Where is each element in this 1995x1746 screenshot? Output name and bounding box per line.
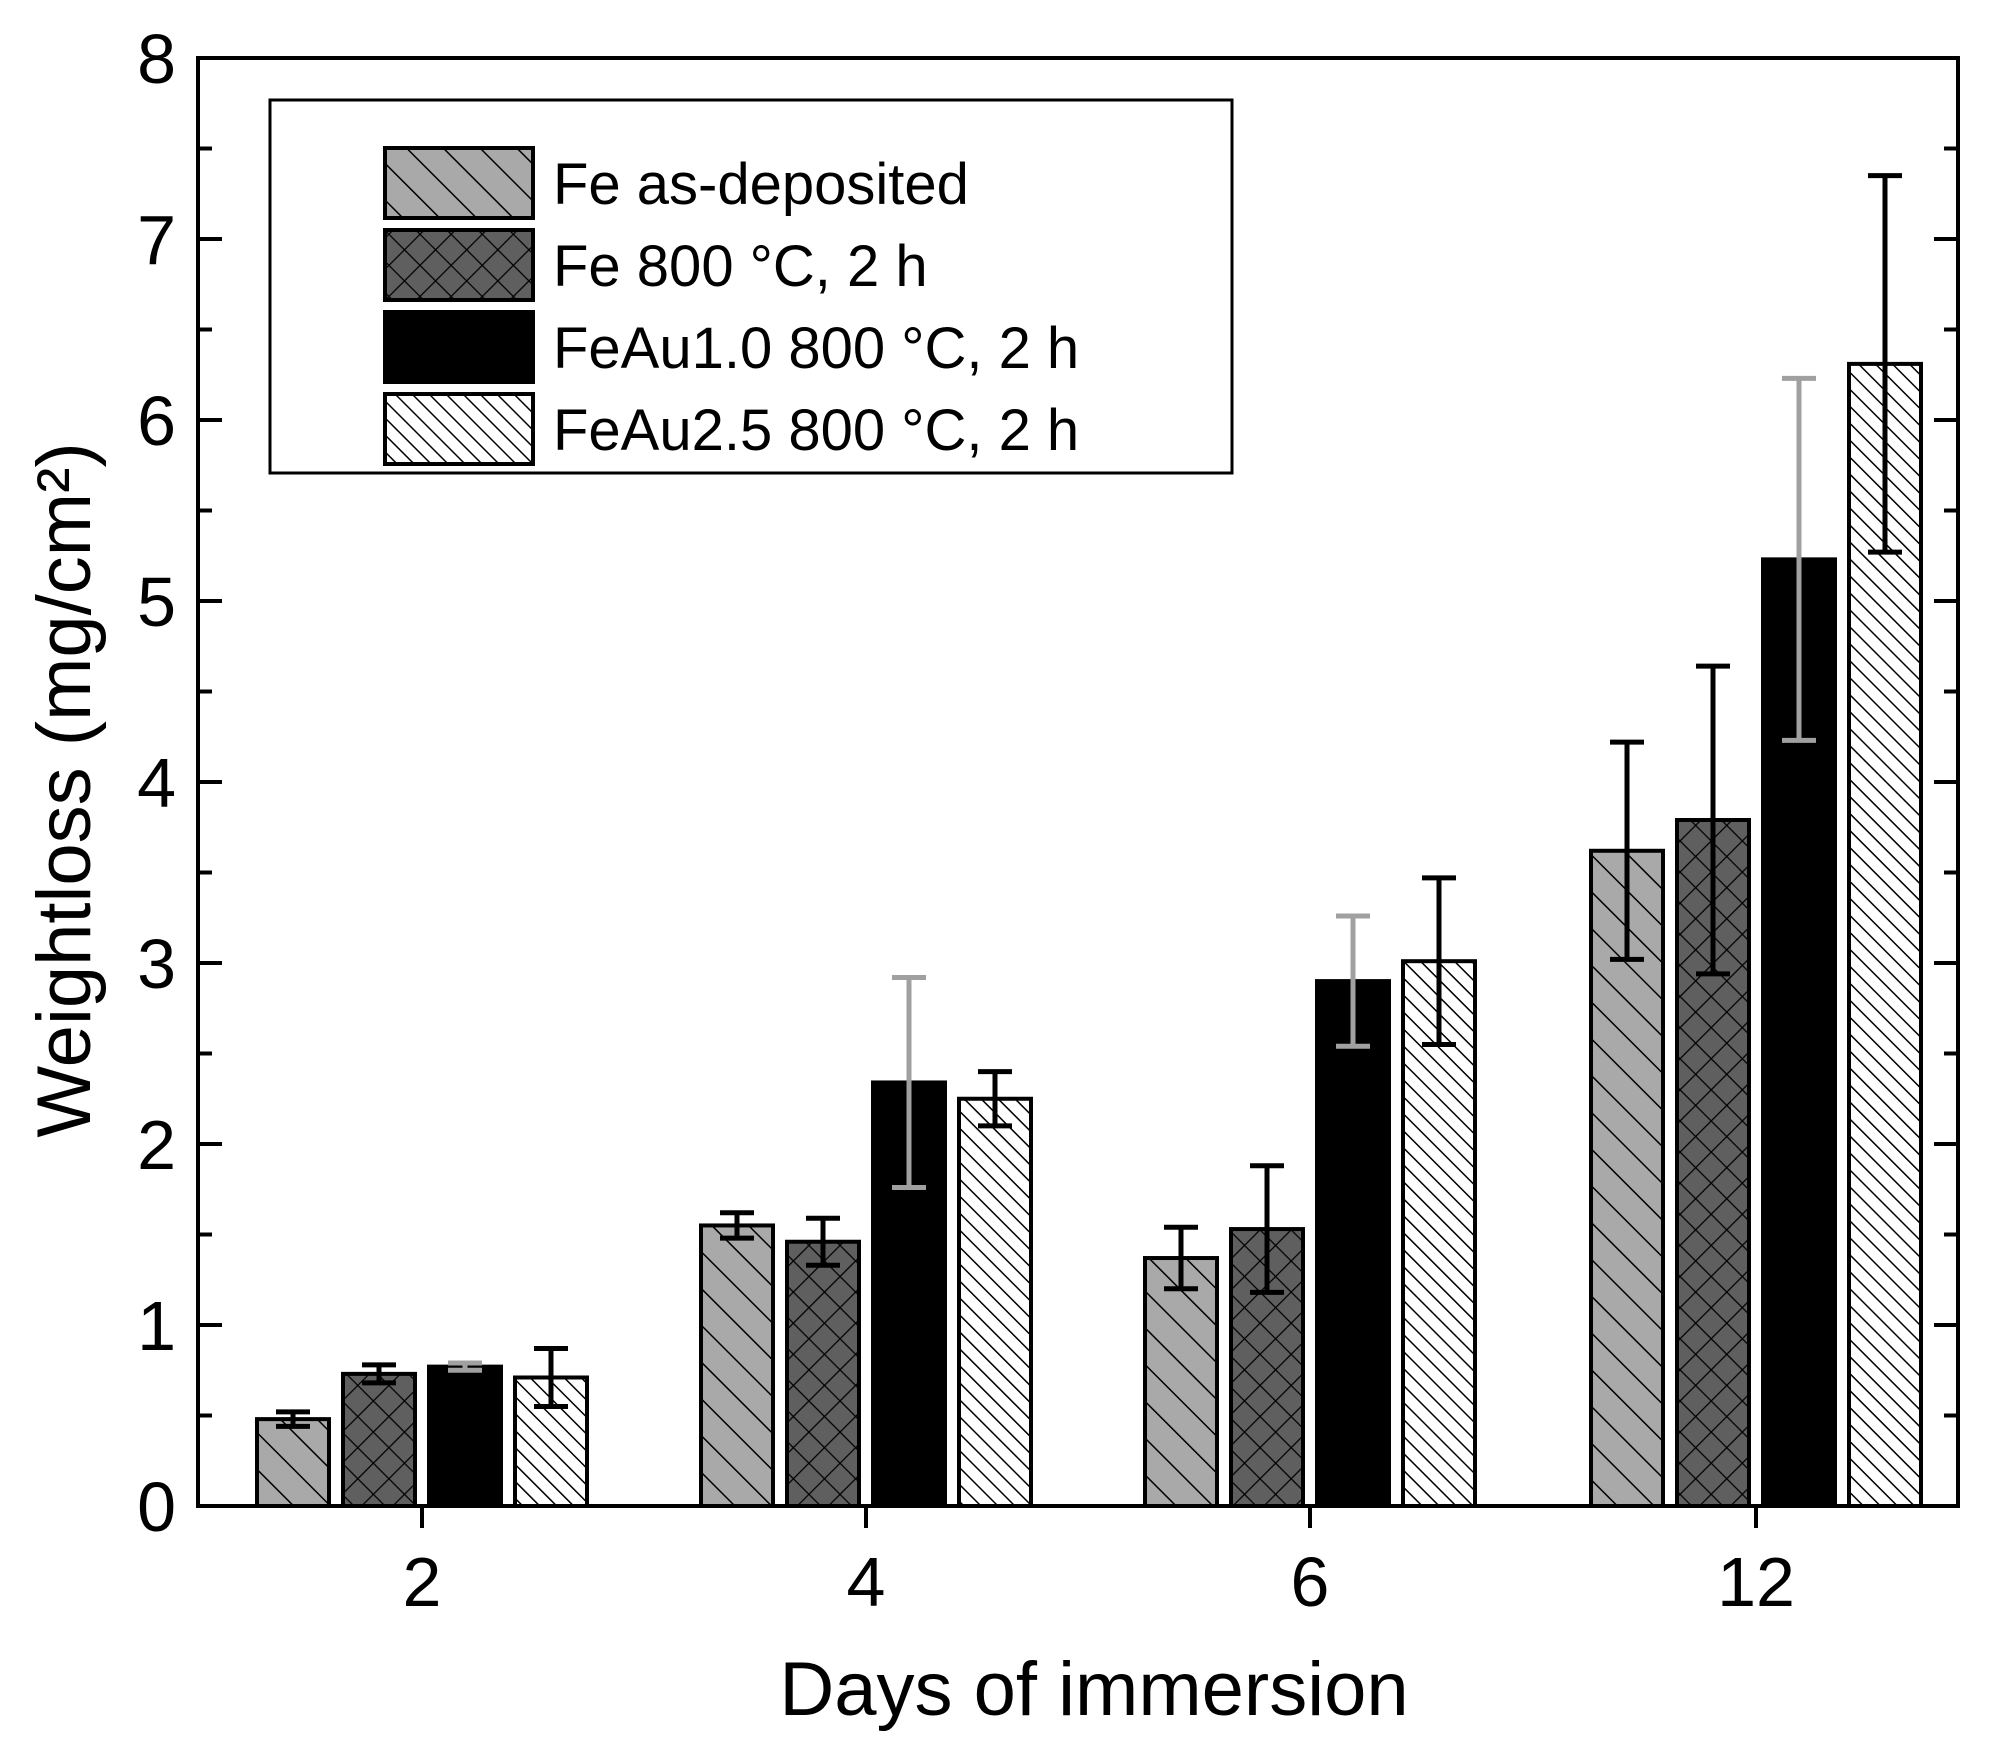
error-bar: [720, 1210, 754, 1241]
y-tick-label: 1: [137, 1287, 176, 1365]
error-bar: [892, 974, 926, 1190]
error-bar: [1696, 663, 1730, 977]
error-bar: [1422, 875, 1456, 1047]
legend: Fe as-deposited Fe 800 °C, 2 h FeAu1.0 800…: [268, 98, 1234, 475]
error-bars-layer: [276, 173, 1902, 1429]
error-bar: [534, 1346, 568, 1409]
bar: [1143, 1256, 1219, 1509]
legend-entry: Fe as-deposited: [383, 146, 969, 220]
error-bar: [1164, 1224, 1198, 1292]
bar: [699, 1223, 775, 1508]
error-bar: [1610, 739, 1644, 962]
bar: [341, 1371, 417, 1508]
bars-layer: [255, 361, 1923, 1509]
error-bar: [362, 1362, 396, 1386]
y-tick-label: 2: [137, 1106, 176, 1184]
x-tick-label: 4: [847, 1543, 886, 1621]
legend-swatch: [383, 146, 535, 220]
error-bar: [1868, 173, 1902, 555]
error-bar: [1336, 913, 1370, 1049]
error-bar: [1250, 1163, 1284, 1295]
bar: [785, 1239, 861, 1508]
legend-label: Fe as-deposited: [553, 152, 969, 217]
bar: [255, 1417, 331, 1508]
ticks: [198, 56, 1958, 1528]
legend-entry: Fe 800 °C, 2 h: [383, 228, 928, 302]
legend-entry: FeAu1.0 800 °C, 2 h: [383, 310, 1079, 384]
x-tick-label: 12: [1717, 1543, 1795, 1621]
x-tick-label: 2: [403, 1543, 442, 1621]
legend-swatch: [383, 228, 535, 302]
legend-label: Fe 800 °C, 2 h: [553, 234, 928, 299]
y-axis-title: Weightloss (mg/cm²): [22, 442, 107, 1137]
y-tick-label: 8: [137, 20, 176, 98]
error-bar: [806, 1215, 840, 1268]
error-bar: [448, 1360, 482, 1373]
y-tick-label: 7: [137, 201, 176, 279]
bar: [871, 1080, 947, 1508]
error-bar: [1782, 375, 1816, 743]
y-tick-label: 3: [137, 925, 176, 1003]
legend-swatch: [383, 392, 535, 466]
legend-label: FeAu2.5 800 °C, 2 h: [553, 398, 1079, 463]
legend-swatch: [383, 310, 535, 384]
y-tick-label: 4: [137, 744, 176, 822]
x-axis-title: Days of immersion: [779, 1647, 1408, 1732]
x-tick-label: 6: [1291, 1543, 1330, 1621]
bar: [957, 1096, 1033, 1508]
error-bar: [276, 1409, 310, 1429]
legend-label: FeAu1.0 800 °C, 2 h: [553, 316, 1079, 381]
bar: [1315, 979, 1391, 1508]
y-tick-label: 5: [137, 563, 176, 641]
y-tick-label: 0: [137, 1468, 176, 1546]
error-bar: [978, 1069, 1012, 1129]
bar: [427, 1364, 503, 1508]
legend-entry: FeAu2.5 800 °C, 2 h: [383, 392, 1079, 466]
y-tick-label: 6: [137, 382, 176, 460]
